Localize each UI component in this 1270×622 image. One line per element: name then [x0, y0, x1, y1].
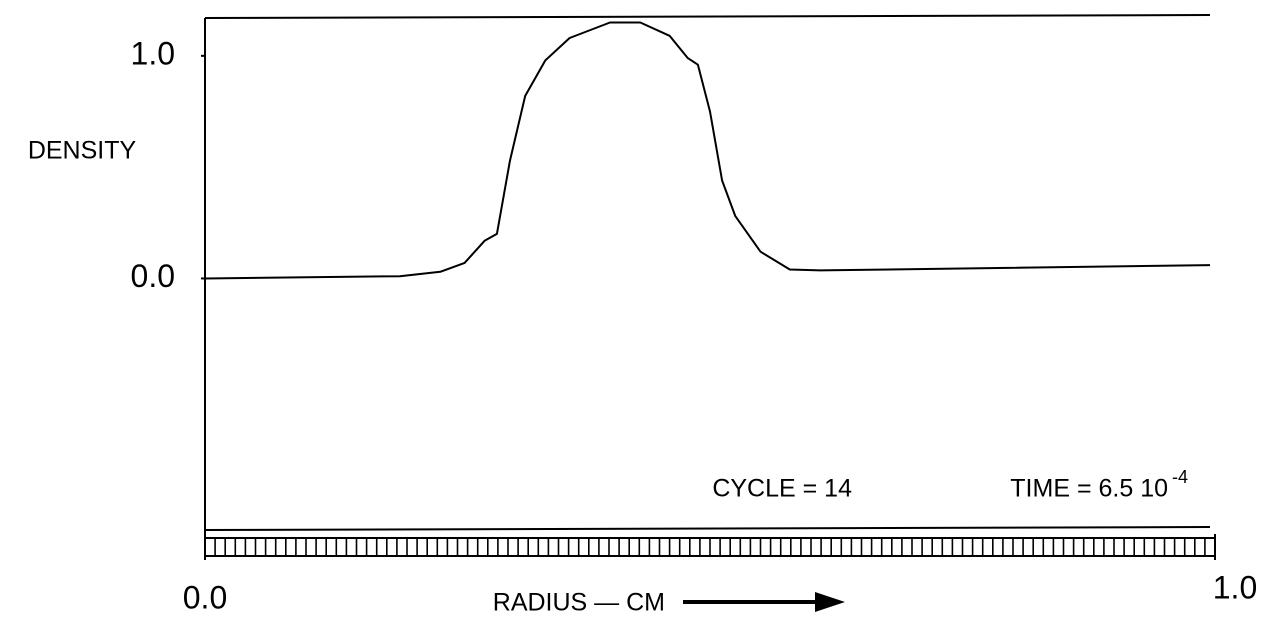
x-tick-label: 0.0 [183, 579, 227, 615]
cycle-annotation: CYCLE = 14 [712, 475, 852, 503]
y-tick-label: 0.0 [131, 258, 175, 294]
y-axis-label: DENSITY [28, 137, 137, 165]
y-tick-label: 1.0 [131, 35, 175, 71]
x-axis-label: RADIUS — CM [493, 589, 665, 617]
x-arrow [683, 592, 845, 612]
time-annotation: TIME = 6.5 10 [1010, 475, 1168, 503]
x-tick-label: 1.0 [1213, 569, 1257, 605]
top-border [204, 14, 1211, 19]
density-line [204, 21, 1211, 280]
time-exponent: -4 [1172, 467, 1188, 487]
bottom-axis [204, 526, 1211, 531]
